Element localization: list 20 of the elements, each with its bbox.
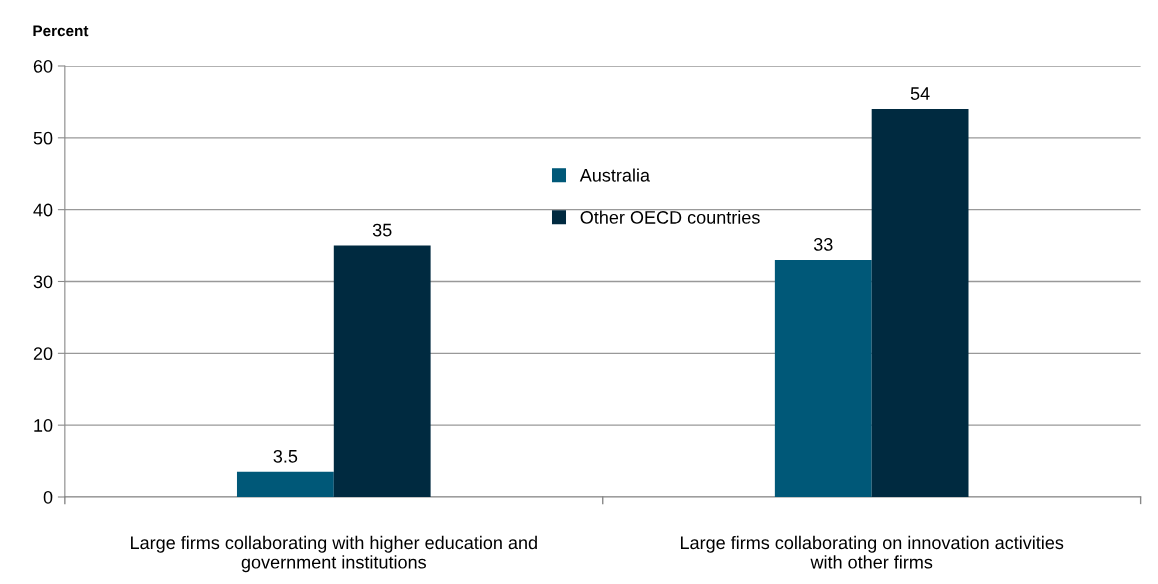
legend-label: Australia — [579, 168, 651, 182]
bar — [871, 109, 969, 497]
data-label: 33 — [813, 238, 833, 251]
x-tick-label: Large firms collaborating with higher education and government institutions — [131, 535, 537, 573]
data-label: 35 — [372, 223, 392, 237]
y-tick-label: 30 — [33, 275, 53, 289]
legend-label: Other OECD countries — [580, 210, 760, 224]
data-label: 54 — [910, 87, 930, 100]
y-tick-label: 60 — [33, 59, 53, 73]
y-tick-label: 40 — [33, 203, 53, 217]
y-tick-label: 20 — [33, 347, 53, 361]
y-tick-label: 0 — [43, 490, 53, 504]
data-label: 3.5 — [273, 449, 298, 463]
y-tick-label: 50 — [33, 131, 53, 145]
bar — [333, 245, 431, 497]
bar — [236, 471, 334, 497]
y-tick-label: 10 — [34, 419, 53, 432]
y-axis-title: Percent — [33, 25, 89, 37]
x-tick-label: Large firms collaborating on innovation activities with other firms — [680, 535, 1064, 569]
bar — [774, 259, 872, 497]
